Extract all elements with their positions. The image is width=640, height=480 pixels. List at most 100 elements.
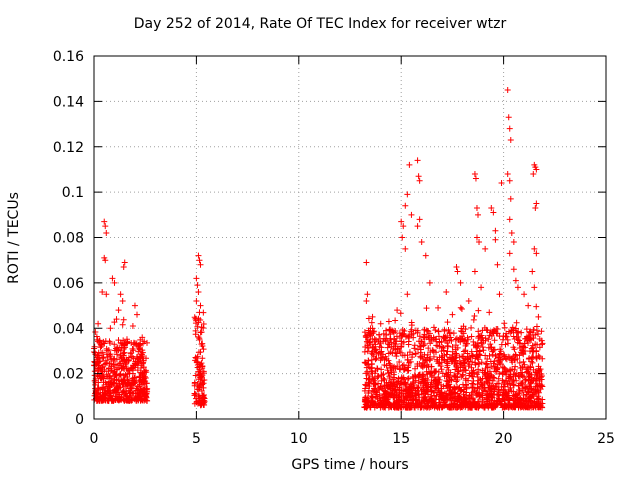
data-point-marker [495, 392, 502, 399]
data-point-marker [481, 324, 488, 331]
data-point-marker [507, 402, 514, 409]
data-point-marker [107, 372, 114, 379]
data-point-marker [497, 348, 504, 355]
data-point-marker [434, 404, 441, 411]
data-point-marker [478, 284, 485, 291]
data-point-marker [482, 245, 489, 252]
data-point-marker [496, 291, 503, 298]
data-point-marker [519, 400, 526, 407]
data-point-marker [196, 309, 203, 316]
data-point-marker [200, 368, 207, 375]
data-point-marker [194, 400, 201, 407]
data-point-marker [398, 218, 405, 225]
data-point-marker [93, 397, 100, 404]
data-point-marker [400, 361, 407, 368]
data-point-marker [370, 353, 377, 360]
data-point-marker [139, 349, 146, 356]
data-point-marker [440, 347, 447, 354]
data-point-marker [194, 323, 201, 330]
data-point-marker [365, 315, 372, 322]
data-point-marker [512, 352, 519, 359]
data-point-marker [198, 374, 205, 381]
data-point-marker [115, 307, 122, 314]
data-point-marker [533, 200, 540, 207]
x-tick-label: 20 [495, 431, 513, 447]
data-point-marker [470, 396, 477, 403]
data-point-marker [139, 397, 146, 404]
data-point-marker [196, 336, 203, 343]
data-point-marker [128, 397, 135, 404]
data-point-marker [95, 379, 102, 386]
data-point-marker [526, 355, 533, 362]
data-point-marker [200, 325, 207, 332]
data-point-marker [115, 347, 122, 354]
data-point-marker [537, 400, 544, 407]
data-point-marker [369, 370, 376, 377]
data-point-marker [446, 388, 453, 395]
data-point-marker [106, 351, 113, 358]
data-point-marker [375, 401, 382, 408]
data-point-marker [109, 396, 116, 403]
data-point-marker [414, 329, 421, 336]
data-point-marker [516, 340, 523, 347]
data-point-marker [479, 399, 486, 406]
data-point-marker [461, 360, 468, 367]
data-point-marker [376, 392, 383, 399]
data-point-marker [452, 354, 459, 361]
data-point-marker [405, 341, 412, 348]
data-point-marker [406, 383, 413, 390]
data-point-marker [484, 356, 491, 363]
data-point-marker [415, 379, 422, 386]
data-point-marker [381, 376, 388, 383]
data-point-marker [195, 315, 202, 322]
data-point-marker [514, 330, 521, 337]
data-point-marker [363, 298, 370, 305]
data-point-marker [506, 250, 513, 257]
data-point-marker [491, 365, 498, 372]
data-point-marker [461, 386, 468, 393]
data-point-marker [396, 359, 403, 366]
data-point-marker [528, 337, 535, 344]
data-point-marker [433, 342, 440, 349]
data-point-marker [513, 390, 520, 397]
data-point-marker [415, 338, 422, 345]
data-point-marker [412, 351, 419, 358]
data-point-marker [99, 288, 106, 295]
data-point-marker [470, 367, 477, 374]
data-point-marker [107, 325, 114, 332]
data-point-marker [371, 346, 378, 353]
data-point-marker [375, 350, 382, 357]
data-point-marker [101, 340, 108, 347]
data-point-marker [392, 317, 399, 324]
data-point-marker [525, 302, 532, 309]
data-point-marker [525, 388, 532, 395]
data-point-marker [532, 383, 539, 390]
data-point-marker [416, 343, 423, 350]
y-tick-label: 0.08 [53, 231, 84, 247]
data-point-marker [92, 329, 99, 336]
data-point-marker [479, 344, 486, 351]
data-point-marker [500, 391, 507, 398]
data-point-marker [197, 379, 204, 386]
data-point-marker [513, 377, 520, 384]
data-point-marker [526, 329, 533, 336]
data-point-marker [435, 368, 442, 375]
data-point-marker [435, 403, 442, 410]
data-point-marker [478, 339, 485, 346]
data-point-marker [107, 339, 114, 346]
data-point-marker [510, 395, 517, 402]
data-point-marker [472, 361, 479, 368]
data-point-marker [490, 404, 497, 411]
data-point-marker [119, 340, 126, 347]
data-point-marker [536, 367, 543, 374]
data-point-marker [399, 234, 406, 241]
data-point-marker [382, 388, 389, 395]
data-point-marker [488, 398, 495, 405]
data-point-marker [135, 342, 142, 349]
data-point-marker [439, 353, 446, 360]
data-point-marker [521, 384, 528, 391]
data-point-marker [378, 354, 385, 361]
data-point-marker [394, 403, 401, 410]
data-point-marker [134, 383, 141, 390]
data-point-marker [199, 355, 206, 362]
